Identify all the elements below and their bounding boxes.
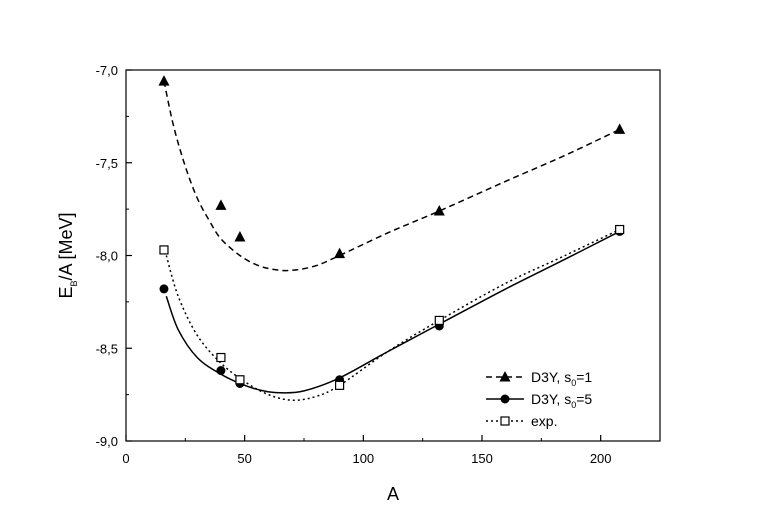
series-line-exp	[165, 228, 621, 401]
data-point-d3y-s0-1	[215, 199, 227, 210]
plot-border	[125, 69, 661, 442]
data-point-d3y-s0-1	[158, 75, 170, 86]
x-tick-label: 0	[122, 451, 129, 466]
y-tick-label: -7,0	[96, 63, 118, 78]
y-axis-title-main: E	[56, 287, 76, 299]
y-axis-title-sub: B	[69, 281, 79, 287]
y-tick-label: -9,0	[96, 434, 118, 449]
data-point-exp	[216, 352, 226, 363]
legend: D3Y, s0=1 D3Y, s0=5 exp.	[486, 369, 592, 429]
data-point-exp	[615, 224, 625, 235]
y-tick-label: -7,5	[96, 156, 118, 171]
y-tick-label: -8,0	[96, 249, 118, 264]
x-tick-label: 100	[352, 451, 374, 466]
data-point-exp	[335, 380, 345, 390]
y-axis-title: EB/A [MeV]	[56, 212, 79, 298]
y-tick-label: -8,5	[96, 341, 118, 356]
x-tick-label: 150	[471, 451, 493, 466]
data-point-exp	[434, 315, 444, 326]
legend-label-d3y-s0-1: D3Y, s0=1	[531, 369, 592, 388]
plot-frame	[125, 69, 661, 442]
legend-label-d3y-s0-5: D3Y, s0=5	[531, 391, 592, 410]
series-line-d3y-s0-5	[165, 230, 621, 394]
series-line-d3y-s0-1	[163, 80, 621, 272]
legend-marker-exp	[500, 416, 510, 426]
x-tick-label: 200	[590, 451, 612, 466]
y-axis: -9,0 -8,5 -8,0 -7,5 -7,0	[96, 63, 132, 449]
x-axis-title: A	[387, 484, 399, 504]
data-point-exp	[235, 375, 245, 385]
x-axis: 0 50 100 150 200	[122, 435, 612, 466]
data-point-d3y-s0-1	[234, 230, 246, 242]
data-point-d3y-s0-1	[614, 123, 626, 134]
legend-marker-d3y-s0-5	[500, 394, 510, 404]
data-point-d3y-s0-1	[334, 247, 346, 259]
data-point-d3y-s0-5	[216, 366, 226, 376]
series-markers	[158, 75, 626, 390]
data-point-exp	[159, 245, 169, 255]
x-tick-label: 50	[237, 451, 251, 466]
y-axis-title-rest: /A [MeV]	[56, 212, 76, 280]
legend-label-exp: exp.	[531, 413, 557, 429]
legend-marker-d3y-s0-1	[499, 371, 511, 382]
data-point-d3y-s0-5	[159, 284, 169, 294]
series-curves	[163, 80, 621, 401]
data-point-d3y-s0-1	[433, 204, 445, 216]
